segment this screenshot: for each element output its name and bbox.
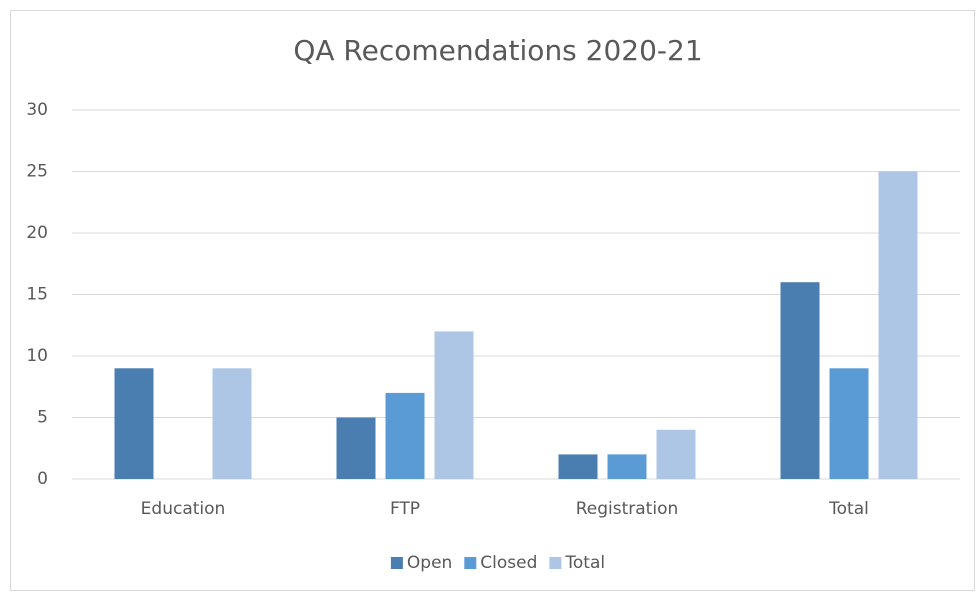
bar [878, 171, 918, 479]
bar [607, 454, 647, 479]
legend-label: Total [564, 553, 605, 573]
legend-swatch [464, 557, 477, 569]
y-tick-label: 25 [26, 162, 48, 182]
x-tick-label: Registration [576, 499, 679, 519]
legend-swatch [390, 557, 403, 569]
x-tick-label: Education [141, 499, 226, 519]
x-tick-label: FTP [390, 499, 420, 519]
legend-swatch [549, 557, 562, 569]
x-tick-label: Total [828, 499, 869, 519]
bar [336, 417, 376, 479]
legend-label: Closed [480, 553, 537, 573]
bar [114, 368, 154, 479]
y-tick-label: 5 [37, 408, 48, 428]
bar [212, 368, 252, 479]
bar [385, 392, 425, 479]
bar [780, 282, 820, 479]
bar [656, 429, 696, 479]
y-tick-label: 30 [26, 100, 48, 120]
bar [558, 454, 598, 479]
y-tick-label: 15 [26, 285, 48, 305]
legend-label: Open [407, 553, 452, 573]
y-tick-label: 0 [37, 469, 48, 489]
y-tick-label: 20 [26, 223, 48, 243]
y-tick-label: 10 [26, 346, 48, 366]
chart-title: QA Recomendations 2020-21 [293, 34, 702, 67]
bar [434, 331, 474, 479]
bar [829, 368, 869, 479]
